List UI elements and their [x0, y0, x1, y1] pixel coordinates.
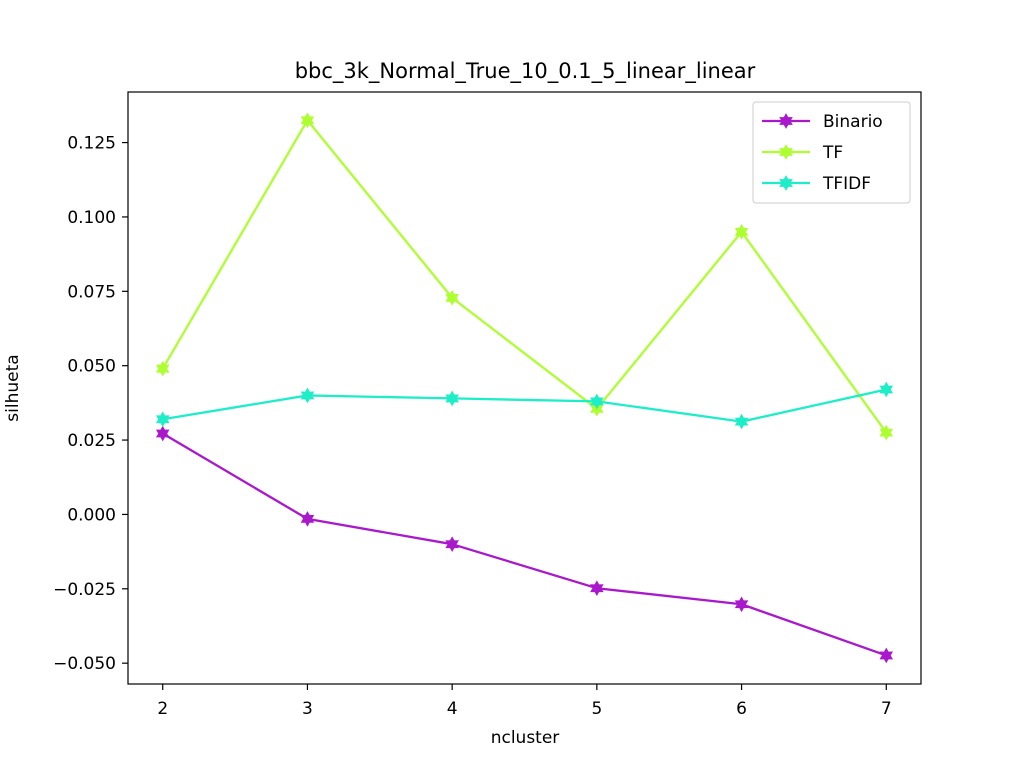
x-tick-label: 4	[447, 699, 458, 719]
legend-label-tfidf: TFIDF	[822, 174, 871, 194]
x-tick-label: 3	[302, 699, 313, 719]
data-point-binario	[300, 511, 315, 527]
y-tick-label: 0.050	[67, 357, 116, 377]
y-axis: −0.050 −0.025 0.000 0.025 0.050 0.075 0.100 0.1…	[53, 134, 128, 674]
legend: Binario TF TFIDF	[752, 101, 911, 204]
data-point-binario	[879, 647, 894, 664]
data-point-binario	[155, 425, 170, 442]
y-tick-label: −0.025	[53, 580, 116, 600]
x-tick-label: 2	[157, 699, 168, 719]
data-point-tf	[300, 112, 315, 129]
y-tick-label: 0.075	[67, 282, 116, 302]
data-point-binario	[590, 580, 604, 597]
data-point-binario	[445, 536, 459, 552]
x-axis: 2 3 4 5 6 7	[157, 684, 892, 719]
legend-marker-tfidf	[779, 175, 793, 191]
legend-marker-tf	[779, 144, 793, 160]
series-line-tfidf	[162, 388, 887, 423]
plot-frame	[127, 91, 922, 685]
series-layer	[155, 112, 894, 664]
data-point-binario	[734, 596, 749, 613]
x-tick-label: 5	[591, 699, 602, 719]
x-tick-label: 7	[881, 699, 892, 719]
legend-label-tf: TF	[822, 143, 843, 163]
chart-title: bbc_3k_Normal_True_10_0.1_5_linear_linea…	[295, 59, 756, 84]
data-point-tf	[734, 224, 749, 240]
series-line-binario	[162, 432, 887, 657]
data-point-tf	[155, 360, 170, 377]
y-tick-label: 0.100	[67, 208, 116, 228]
data-point-tfidf	[879, 381, 894, 398]
legend-marker-binario	[779, 113, 793, 129]
x-axis-label: ncluster	[491, 728, 560, 748]
y-tick-label: 0.025	[67, 431, 116, 451]
data-point-tfidf	[445, 390, 459, 407]
data-point-tf	[879, 424, 894, 441]
y-tick-label: 0.125	[67, 134, 116, 154]
y-axis-label: silhueta	[3, 354, 23, 421]
data-point-tfidf	[300, 387, 315, 404]
legend-box	[752, 101, 911, 204]
series-line-tf	[161, 119, 888, 434]
legend-label-binario: Binario	[823, 112, 883, 132]
data-point-tfidf	[590, 393, 604, 410]
y-tick-label: −0.050	[53, 654, 116, 674]
data-point-tfidf	[155, 411, 170, 428]
data-point-tf	[445, 290, 459, 306]
x-tick-label: 6	[736, 699, 747, 719]
y-tick-label: 0.000	[67, 505, 116, 525]
plot-area	[127, 91, 922, 685]
data-point-tfidf	[734, 413, 749, 430]
